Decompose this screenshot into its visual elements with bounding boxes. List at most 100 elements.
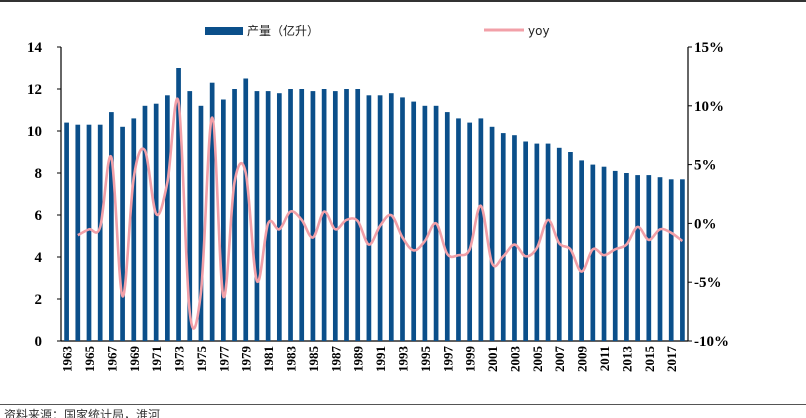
bar-2011 <box>601 166 607 341</box>
x-tick-label: 1999 <box>463 346 478 373</box>
y-right-tick-labels: -10% -5% 0% 5% 10% 15% <box>688 40 729 350</box>
legend-bar-swatch <box>205 27 243 35</box>
bar-1970 <box>142 105 148 341</box>
bar-1966 <box>97 124 103 341</box>
x-tick-label: 1991 <box>373 346 388 372</box>
x-tick-label: 2017 <box>664 346 679 373</box>
y-right-tick-label: -10% <box>694 334 729 350</box>
bar-1983 <box>288 89 293 341</box>
x-tick-label: 1971 <box>149 346 164 372</box>
x-tick-label: 2001 <box>485 346 500 372</box>
bar-2015 <box>646 175 652 341</box>
bar-1991 <box>377 95 383 341</box>
bar-1998 <box>456 118 461 342</box>
x-tick-label: 1987 <box>328 346 343 373</box>
bar-1973 <box>176 68 181 341</box>
bar-2000 <box>478 118 484 342</box>
bar-1969 <box>131 118 137 342</box>
x-tick-label: 2015 <box>642 346 657 373</box>
y-left-tick-label: 2 <box>35 292 43 308</box>
x-tick-label: 2009 <box>575 346 590 373</box>
x-tick-label: 1975 <box>194 346 209 373</box>
x-tick-label: 2003 <box>507 346 522 373</box>
x-tick-label: 2013 <box>619 346 634 373</box>
bar-2008 <box>568 152 573 341</box>
bar-1964 <box>75 124 81 341</box>
y-left-tick-label: 6 <box>35 208 43 224</box>
y-right-tick-label: 5% <box>694 158 717 174</box>
yoy-line <box>77 97 684 330</box>
bar-1984 <box>299 89 305 341</box>
bar-1997 <box>444 112 450 341</box>
x-tick-label: 1995 <box>418 346 433 373</box>
top-border-line <box>0 0 806 2</box>
bar-2005 <box>534 143 540 341</box>
y-right-tick-label: 15% <box>694 40 724 56</box>
bar-1972 <box>165 95 170 341</box>
bar-1988 <box>344 89 349 341</box>
bar-1986 <box>321 89 327 341</box>
bar-2010 <box>590 164 596 341</box>
x-tick-label: 1979 <box>239 346 254 373</box>
bar-1965 <box>86 124 92 341</box>
bar-1967 <box>109 112 114 341</box>
x-tick-label: 1967 <box>104 346 119 373</box>
bar-1968 <box>120 126 125 341</box>
y-left-tick-label: 12 <box>27 82 42 98</box>
bar-1979 <box>243 78 249 341</box>
legend-line-label: yoy <box>528 24 550 38</box>
bar-1999 <box>467 122 473 341</box>
bar-1995 <box>422 105 428 341</box>
bar-2002 <box>500 133 506 341</box>
x-tick-label: 1983 <box>284 346 299 373</box>
bar-2017 <box>668 179 674 341</box>
bar-2006 <box>545 143 551 341</box>
bar-1963 <box>64 122 69 341</box>
y-right-tick-label: 10% <box>694 99 724 115</box>
y-right-tick-label: 0% <box>694 216 717 232</box>
y-left-tick-label: 4 <box>35 250 43 266</box>
bar-1975 <box>198 105 204 341</box>
legend: 产量（亿升） yoy <box>205 23 550 38</box>
bar-1976 <box>209 82 215 341</box>
bar-1992 <box>388 93 394 341</box>
bar-1981 <box>265 91 271 341</box>
bar-2009 <box>579 160 584 341</box>
y-left-tick-label: 10 <box>27 124 42 140</box>
bar-1993 <box>400 97 405 342</box>
bar-1977 <box>220 99 226 341</box>
line-series <box>77 97 684 330</box>
bar-1978 <box>232 89 237 341</box>
bar-1980 <box>254 91 260 341</box>
y-left-tick-label: 8 <box>35 166 43 182</box>
bar-2012 <box>612 170 618 341</box>
bar-1971 <box>153 103 159 341</box>
bar-2001 <box>489 126 495 341</box>
bar-1989 <box>355 89 361 341</box>
bar-1974 <box>187 91 193 341</box>
y-left-tick-label: 0 <box>35 334 43 350</box>
x-tick-label: 2011 <box>597 346 612 371</box>
bar-2014 <box>635 175 640 341</box>
chart-svg: 产量（亿升） yoy 1963 1965 1967 1969 1971 1973 1975 1… <box>27 23 729 373</box>
x-tick-label: 1993 <box>395 346 410 373</box>
bar-1982 <box>276 93 282 341</box>
x-tick-label: 1963 <box>60 346 75 373</box>
x-tick-label: 1985 <box>306 346 321 373</box>
legend-bar-label: 产量（亿升） <box>247 23 319 38</box>
x-tick-label: 1977 <box>216 346 231 373</box>
bar-series <box>64 68 685 342</box>
bar-1985 <box>310 91 316 341</box>
y-left-tick-label: 14 <box>27 40 43 56</box>
source-note: 资料来源：国家统计局，淮河 <box>4 408 161 418</box>
x-tick-label: 1989 <box>351 346 366 373</box>
bar-2004 <box>523 141 529 341</box>
bar-2013 <box>624 173 629 341</box>
bar-1994 <box>411 101 417 341</box>
y-right-tick-label: -5% <box>694 275 722 291</box>
x-tick-label: 1965 <box>82 346 97 373</box>
x-tick-label: 1973 <box>172 346 187 373</box>
x-tick-labels: 1963 1965 1967 1969 1971 1973 1975 1977 1979 1981… <box>60 346 680 373</box>
bar-2016 <box>657 177 663 341</box>
